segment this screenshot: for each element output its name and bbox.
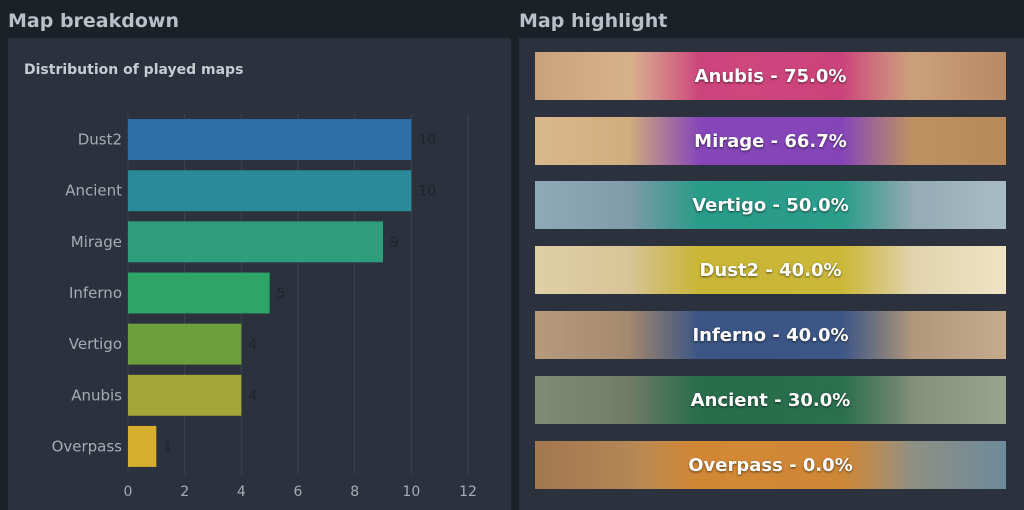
- bar-overpass: [128, 425, 157, 467]
- highlight-row-ancient: Ancient - 30.0%: [535, 376, 1006, 424]
- highlight-label-anubis: Anubis - 75.0%: [694, 65, 847, 87]
- highlight-row-mirage: Mirage - 66.7%: [535, 117, 1006, 165]
- value-label-inferno: 5: [277, 286, 286, 302]
- highlight-overlay-ancient: [629, 376, 912, 424]
- highlight-overlay-mirage: [629, 117, 912, 165]
- map-breakdown-title: Map breakdown: [8, 10, 179, 32]
- highlight-row-vertigo: Vertigo - 50.0%: [535, 181, 1006, 229]
- map-highlight-title: Map highlight: [519, 10, 668, 32]
- bar-ancient: [128, 170, 412, 212]
- x-tick-label-2: 4: [237, 484, 246, 500]
- value-label-dust2: 10: [418, 133, 436, 149]
- category-label-ancient: Ancient: [65, 182, 122, 200]
- highlight-overlay-overpass: [629, 441, 912, 489]
- category-label-anubis: Anubis: [71, 386, 122, 404]
- map-breakdown-panel: Dust2 10 Ancient 10 Mirage 9 Inferno 5 Vertigo 4 A…: [8, 38, 511, 510]
- category-label-mirage: Mirage: [71, 233, 122, 251]
- highlight-label-inferno: Inferno - 40.0%: [692, 324, 849, 346]
- x-tick-label-1: 2: [180, 484, 189, 500]
- bar-vertigo: [128, 323, 242, 365]
- x-tick-label-0: 0: [124, 484, 133, 500]
- value-label-vertigo: 4: [248, 337, 257, 353]
- highlight-label-overpass: Overpass - 0.0%: [688, 454, 853, 476]
- x-tick-label-3: 6: [294, 484, 303, 500]
- highlight-row-anubis: Anubis - 75.0%: [535, 52, 1006, 100]
- category-label-overpass: Overpass: [52, 437, 123, 455]
- highlight-overlay-vertigo: [629, 181, 912, 229]
- value-label-mirage: 9: [390, 235, 399, 251]
- bar-anubis: [128, 374, 242, 416]
- x-tick-label-6: 12: [459, 484, 477, 500]
- highlight-label-mirage: Mirage - 66.7%: [694, 130, 847, 152]
- value-label-overpass: 1: [163, 439, 172, 455]
- highlight-label-ancient: Ancient - 30.0%: [690, 389, 851, 411]
- value-label-ancient: 10: [418, 184, 436, 200]
- highlight-overlay-anubis: [629, 52, 912, 100]
- category-label-vertigo: Vertigo: [69, 335, 122, 353]
- map-highlight-panel: Anubis - 75.0% Mirage - 66.7% Vertigo - 50…: [519, 38, 1024, 510]
- bar-mirage: [128, 221, 383, 263]
- x-tick-label-5: 10: [402, 484, 420, 500]
- bar-inferno: [128, 272, 270, 314]
- x-tick-label-4: 8: [350, 484, 359, 500]
- highlight-row-overpass: Overpass - 0.0%: [535, 441, 1006, 489]
- category-label-dust2: Dust2: [78, 131, 122, 149]
- category-label-inferno: Inferno: [69, 284, 122, 302]
- bar-dust2: [128, 119, 412, 161]
- highlight-label-vertigo: Vertigo - 50.0%: [692, 194, 849, 216]
- highlight-label-dust2: Dust2 - 40.0%: [699, 259, 842, 281]
- highlight-row-dust2: Dust2 - 40.0%: [535, 246, 1006, 294]
- value-label-anubis: 4: [248, 388, 257, 404]
- chart-title: Distribution of played maps: [24, 62, 244, 78]
- highlight-row-inferno: Inferno - 40.0%: [535, 311, 1006, 359]
- highlight-overlay-dust2: [629, 246, 912, 294]
- highlight-overlay-inferno: [629, 311, 912, 359]
